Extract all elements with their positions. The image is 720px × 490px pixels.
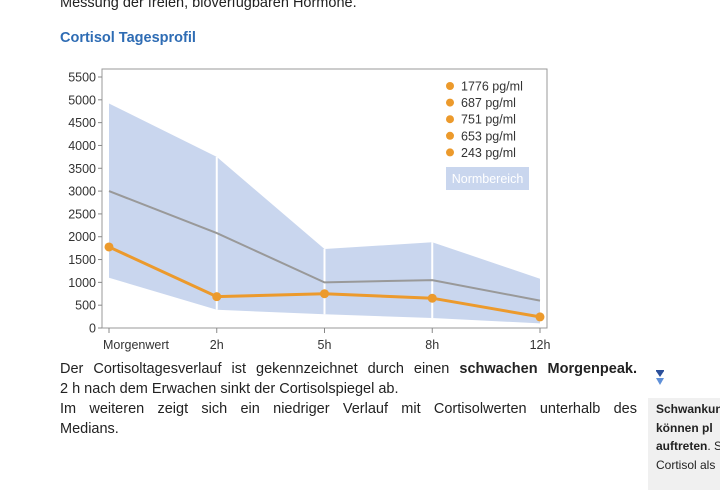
y-tick-label: 5500 [68, 71, 96, 85]
legend-marker [446, 131, 454, 140]
sidebar-note: Schwankun können pl auftreten. S Cortiso… [648, 398, 720, 490]
y-tick-label: 1000 [68, 276, 96, 290]
y-tick-label: 5000 [68, 93, 96, 107]
expand-arrow-icon[interactable] [655, 370, 665, 386]
y-tick-label: 500 [75, 299, 96, 313]
cortisol-point [535, 312, 545, 322]
x-tick-label: 8h [425, 338, 439, 352]
text-bold: schwachen Morgenpeak [459, 361, 633, 377]
text: . S [707, 439, 720, 453]
legend-marker [446, 148, 454, 157]
legend-band-swatch [446, 167, 529, 190]
cortisol-point [320, 289, 329, 299]
legend-label: 653 pg/ml [461, 129, 516, 143]
cortisol-point [212, 292, 222, 302]
legend-label: 687 pg/ml [461, 96, 516, 110]
legend-label: 751 pg/ml [461, 113, 516, 127]
y-tick-label: 3000 [68, 185, 96, 199]
cortisol-chart: 0 500 1000 1500 2000 2500 3000 3500 4000 4500 5000… [68, 68, 551, 352]
x-tick-label: 12h [530, 338, 551, 352]
text: 2 h nach dem Erwachen sinkt der Cortisol… [60, 381, 399, 397]
text: Im weiteren zeigt sich ein niedriger Ver… [60, 401, 637, 417]
cortisol-point [427, 293, 437, 303]
legend-marker [446, 82, 454, 90]
legend-label: 243 pg/ml [461, 146, 516, 160]
y-tick-label: 3500 [68, 162, 96, 176]
text: Cortisol als [656, 457, 716, 472]
y-tick-label: 0 [89, 322, 96, 336]
x-tick-label: Morgenwert [103, 338, 170, 352]
legend-label: 1776 pg/ml [461, 80, 523, 94]
y-tick-label: 2000 [68, 230, 96, 244]
section-title: Cortisol Tagesprofil [60, 30, 196, 46]
legend-band-label: Normbereich [452, 172, 524, 186]
text: Der Cortisoltagesverlauf ist gekennzeich… [60, 361, 460, 377]
text: können pl [656, 420, 713, 435]
text: auftreten [656, 439, 708, 453]
legend-marker [446, 98, 454, 107]
cortisol-point [104, 242, 114, 252]
text: . [632, 361, 637, 377]
y-tick-label: 4500 [68, 116, 96, 130]
y-tick-label: 2500 [68, 207, 96, 221]
intro-text: Messung der freien, bioverfügbaren Hormo… [60, 0, 357, 11]
median-line [108, 190, 541, 302]
legend-marker [446, 115, 454, 124]
y-tick-label: 1500 [68, 253, 96, 267]
text: Schwankun [656, 402, 720, 416]
x-tick-label: 5h [318, 338, 332, 352]
text: Medians. [60, 421, 119, 437]
x-tick-label: 2h [210, 338, 224, 352]
description-paragraph: Der Cortisoltagesverlauf ist gekennzeich… [60, 359, 637, 439]
y-tick-label: 4000 [68, 139, 96, 153]
